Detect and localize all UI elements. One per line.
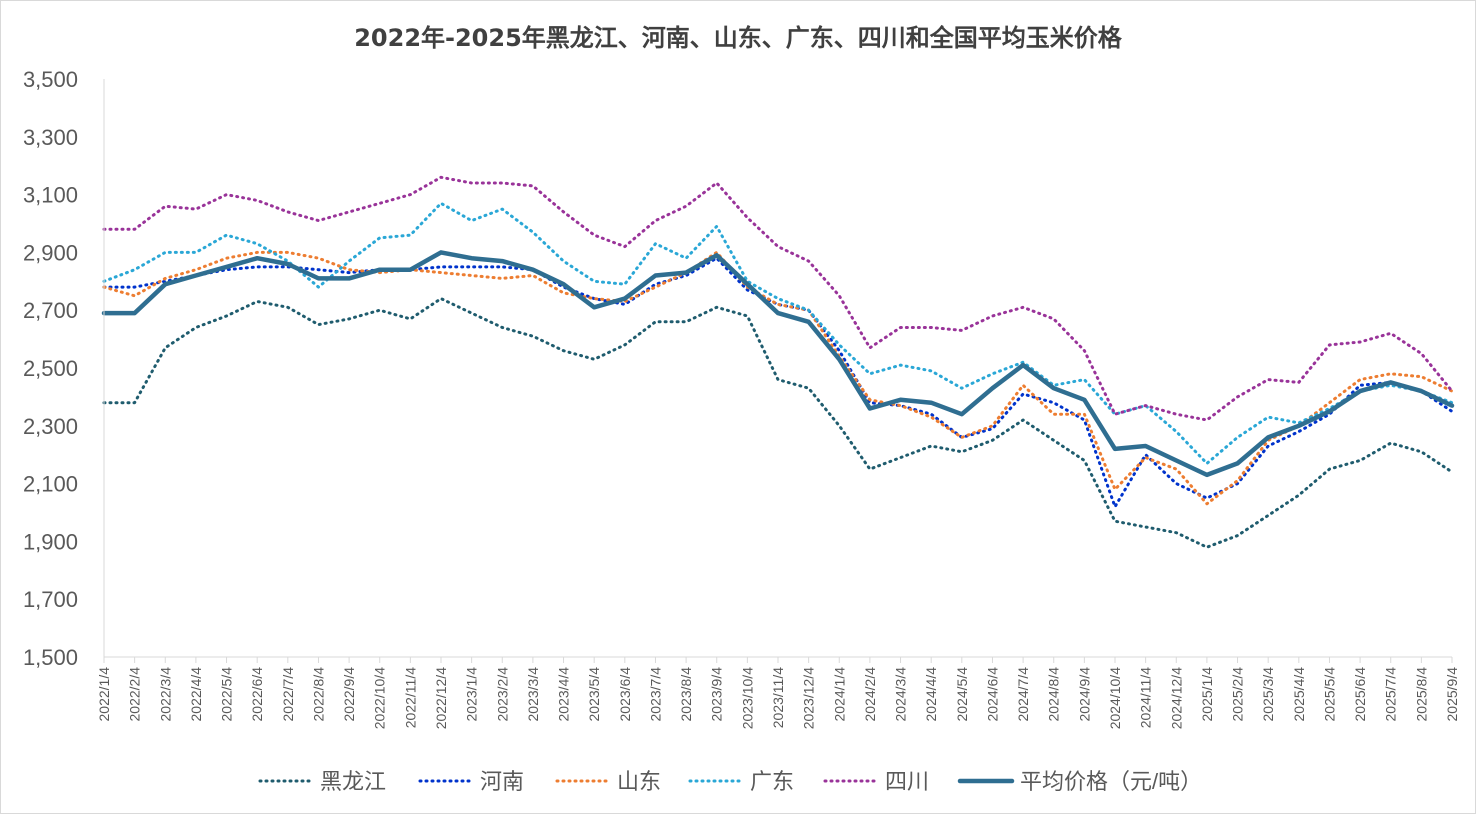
x-tick-label: 2023/10/4	[739, 667, 755, 729]
chart-title: 2022年-2025年黑龙江、河南、山东、广东、四川和全国平均玉米价格	[354, 24, 1122, 52]
x-tick-label: 2022/2/4	[127, 667, 143, 722]
y-tick-label: 3,300	[23, 125, 78, 150]
x-tick-label: 2022/4/4	[188, 667, 204, 722]
x-tick-label: 2023/1/4	[464, 667, 480, 722]
legend-label-5: 平均价格（元/吨）	[1020, 769, 1202, 794]
x-tick-label: 2025/2/4	[1230, 667, 1246, 722]
legend: 黑龙江 河南 山东 广东 四川 平均价格（元/吨）	[258, 769, 1202, 794]
series-line-3	[102, 201, 1454, 465]
plot-lines	[101, 175, 1455, 549]
x-tick-label: 2023/3/4	[525, 667, 541, 722]
x-tick-label: 2022/6/4	[249, 667, 265, 722]
legend-label-2: 山东	[617, 769, 661, 794]
x-tick-label: 2024/5/4	[954, 667, 970, 722]
x-tick-label: 2023/9/4	[709, 667, 725, 722]
y-tick-label: 2,900	[23, 240, 78, 265]
x-tick-label: 2023/11/4	[770, 667, 786, 728]
x-tick-label: 2023/7/4	[647, 667, 663, 722]
x-tick-label: 2024/3/4	[893, 667, 909, 722]
x-tick-label: 2025/6/4	[1352, 667, 1368, 722]
series-line-5	[101, 250, 1455, 478]
x-tick-label: 2022/8/4	[310, 667, 326, 722]
legend-label-4: 四川	[885, 769, 929, 794]
x-tick-label: 2022/3/4	[157, 667, 173, 722]
x-tick-label: 2025/7/4	[1383, 667, 1399, 722]
x-tick-label: 2024/11/4	[1138, 667, 1154, 728]
x-tick-label: 2024/2/4	[862, 667, 878, 722]
legend-label-1: 河南	[480, 769, 524, 794]
series-line-2	[102, 250, 1454, 506]
x-tick-label: 2024/1/4	[831, 667, 847, 722]
x-tick-label: 2023/8/4	[678, 667, 694, 722]
x-tick-label: 2024/4/4	[923, 667, 939, 722]
x-tick-label: 2022/10/4	[372, 667, 388, 729]
y-tick-label: 1,900	[23, 529, 78, 554]
x-tick-label: 2022/11/4	[402, 667, 418, 728]
x-tick-label: 2023/5/4	[586, 667, 602, 722]
y-tick-label: 1,700	[23, 587, 78, 612]
x-tick-label: 2024/10/4	[1107, 667, 1123, 729]
legend-label-0: 黑龙江	[320, 769, 386, 794]
x-tick-label: 2025/5/4	[1321, 667, 1337, 722]
series-line-4	[102, 175, 1454, 422]
y-tick-label: 3,500	[23, 67, 78, 92]
y-tick-label: 2,500	[23, 356, 78, 381]
x-tick-label: 2022/9/4	[341, 667, 357, 722]
x-tick-label: 2025/9/4	[1444, 667, 1460, 722]
x-tick-label: 2025/8/4	[1413, 667, 1429, 722]
x-tick-label: 2025/1/4	[1199, 667, 1215, 722]
x-tick-label: 2025/3/4	[1260, 667, 1276, 722]
x-tick-label: 2022/1/4	[96, 667, 112, 722]
legend-label-3: 广东	[750, 769, 794, 794]
series-line-1	[102, 256, 1454, 509]
y-tick-label: 2,100	[23, 472, 78, 497]
axes: 1,500 1,700 1,900 2,100 2,300 2,500 2,700 2,900…	[23, 67, 1460, 729]
x-tick-label: 2023/2/4	[494, 667, 510, 722]
x-tick-label: 2022/5/4	[219, 667, 235, 722]
y-tick-label: 2,300	[23, 414, 78, 439]
x-tick-label: 2023/12/4	[801, 667, 817, 729]
x-tick-label: 2024/6/4	[984, 667, 1000, 722]
series-line-0	[102, 297, 1454, 549]
y-tick-label: 3,100	[23, 183, 78, 208]
x-tick-label: 2023/4/4	[556, 667, 572, 722]
y-tick-label: 2,700	[23, 298, 78, 323]
x-tick-label: 2024/7/4	[1015, 667, 1031, 722]
x-tick-label: 2023/6/4	[617, 667, 633, 722]
x-tick-label: 2025/4/4	[1291, 667, 1307, 722]
y-tick-label: 1,500	[23, 645, 78, 670]
x-tick-label: 2022/12/4	[433, 667, 449, 729]
x-tick-label: 2024/12/4	[1168, 667, 1184, 729]
x-tick-label: 2024/8/4	[1046, 667, 1062, 722]
x-tick-label: 2022/7/4	[280, 667, 296, 722]
x-tick-label: 2024/9/4	[1076, 667, 1092, 722]
